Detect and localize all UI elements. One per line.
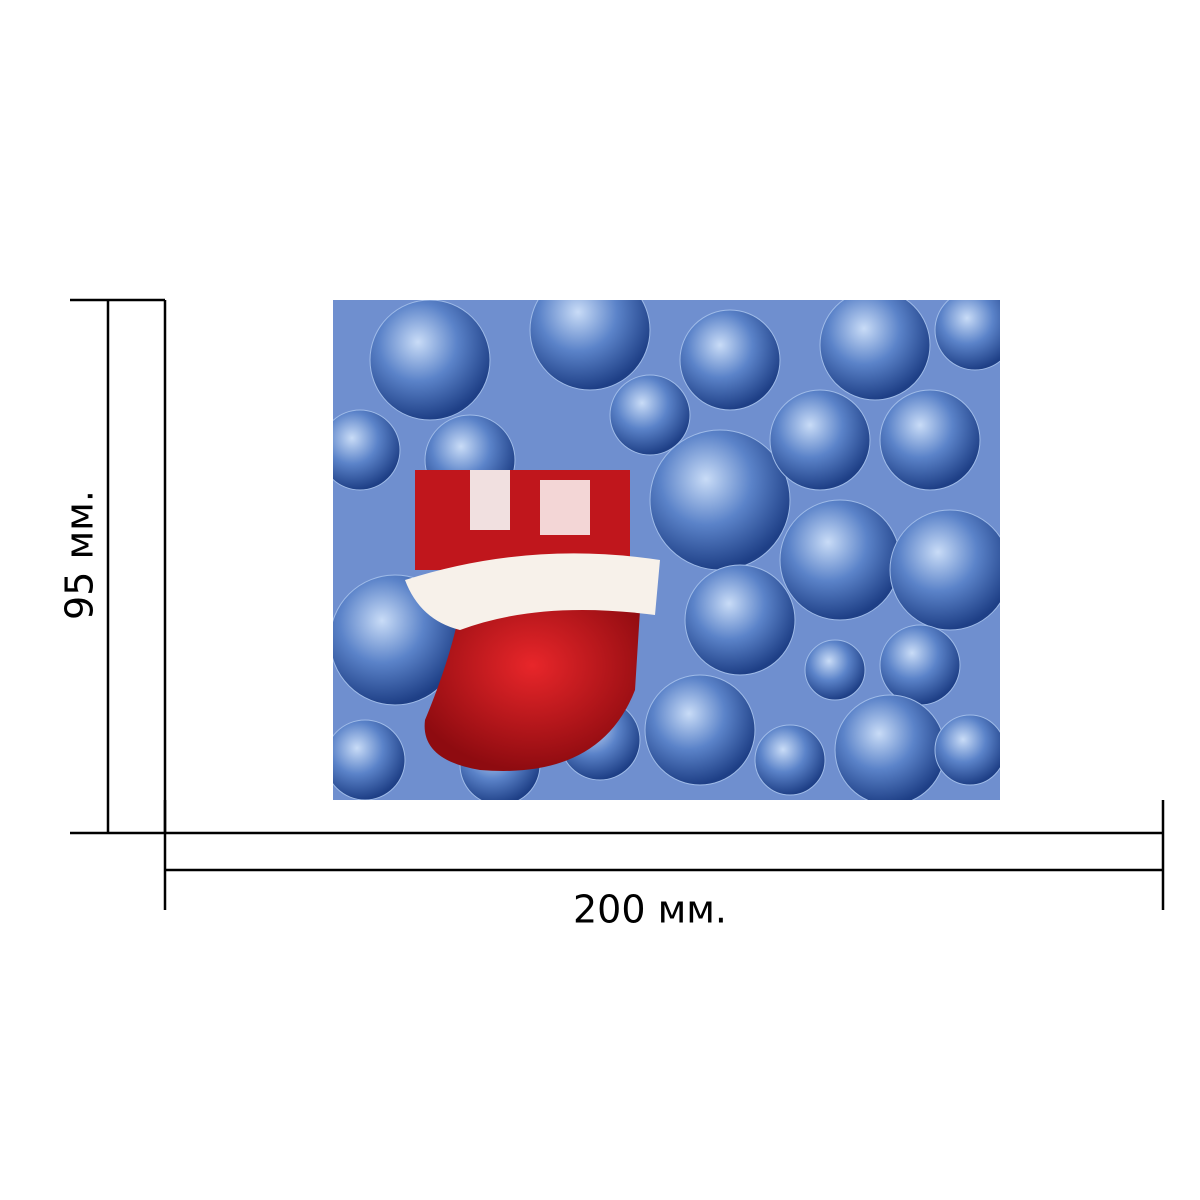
dimension-lines: [70, 298, 1165, 910]
gift-bag: [405, 470, 660, 771]
height-label: 95 мм.: [58, 490, 102, 620]
width-label: 200 мм.: [573, 888, 727, 932]
print-image: [333, 300, 1000, 800]
